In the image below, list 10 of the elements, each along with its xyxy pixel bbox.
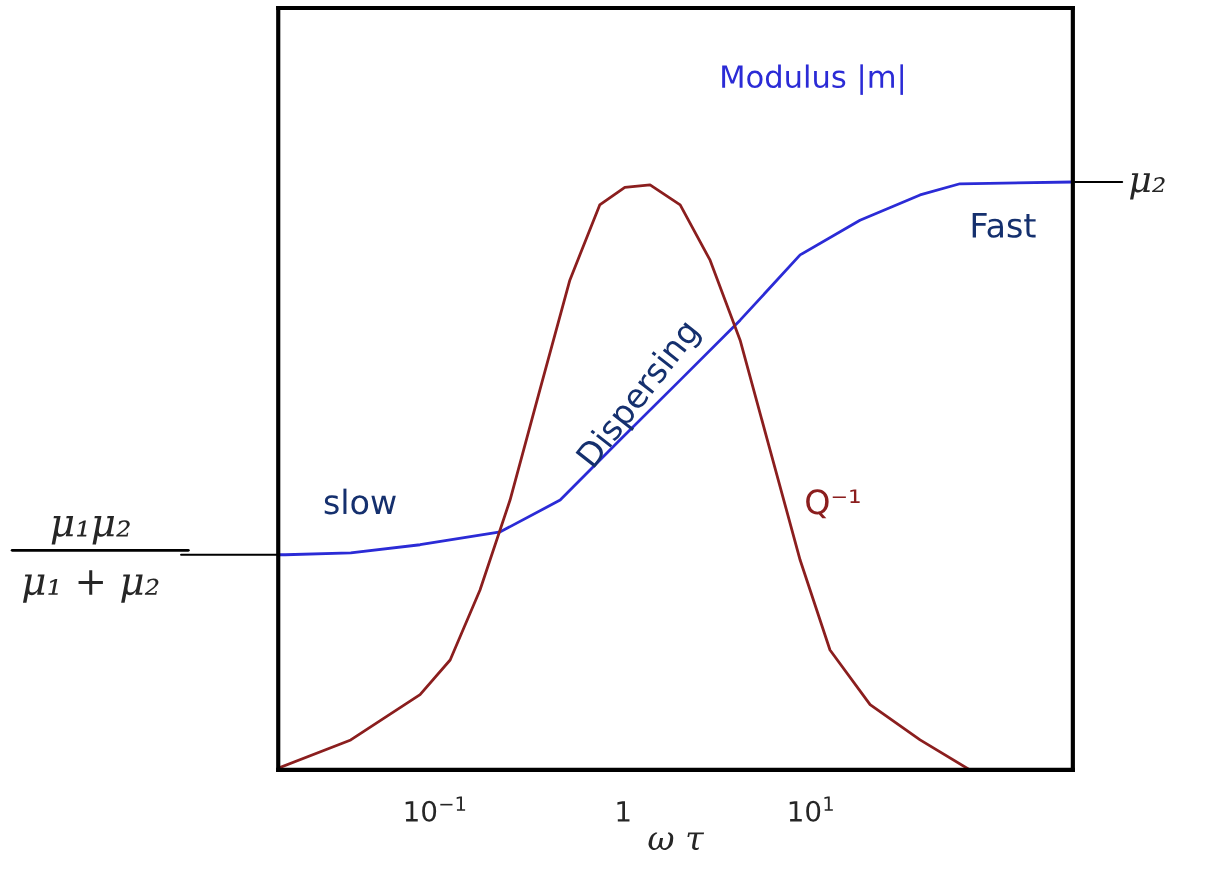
text: Modulus |m|: [722, 64, 903, 95]
x-tick-label: 10$^{−1}$: [405, 796, 466, 822]
annotation: μ₂: [1130, 173, 1165, 200]
x-tick-label: 1: [617, 801, 630, 822]
annotation: Q⁻¹: [806, 489, 860, 519]
annotation: Fast: [972, 213, 1036, 238]
annotation: slow: [324, 488, 396, 515]
annotation: μ₁μ₂ μ₁ + μ₂: [22, 516, 159, 603]
x-axis-title: ω τ: [648, 832, 705, 851]
x-tick-label: 10$^{1}$: [789, 796, 833, 822]
